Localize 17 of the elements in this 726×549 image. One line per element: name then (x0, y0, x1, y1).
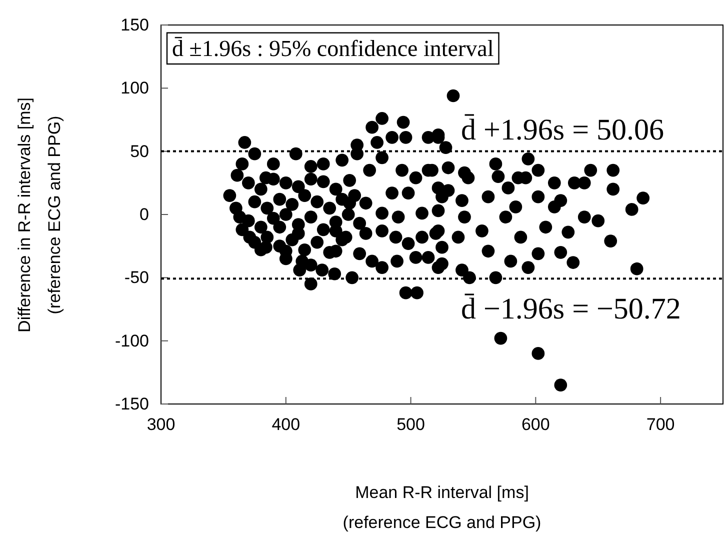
y-tick-label: 0 (140, 204, 149, 224)
x-tick-label: 400 (272, 415, 300, 434)
y-tick-label: -150 (114, 394, 149, 414)
annotation: d̄ ±1.96s : 95% confidence interval (172, 36, 494, 61)
ref-line-label: d̄ −1.96s = −50.72 (461, 292, 681, 326)
x-tick-label: 600 (521, 415, 550, 434)
y-tick-label: 100 (120, 78, 149, 98)
x-tick-label: 300 (146, 415, 176, 434)
y-tick-label: -50 (124, 268, 149, 288)
x-tick-label: 500 (396, 415, 425, 434)
ref-line-label: d̄ +1.96s = 50.06 (461, 113, 664, 146)
y-tick-label: 50 (130, 142, 149, 161)
x-axis-title: Mean R-R interval [ms] (reference ECG and PPG) (342, 483, 542, 532)
y-tick-label: -100 (114, 331, 149, 350)
y-axis-title: Difference in R-R intervals [ms] (reference ECG and PPG) (15, 98, 64, 332)
x-tick-label: 700 (646, 415, 675, 434)
y-tick-label: 150 (120, 15, 149, 34)
